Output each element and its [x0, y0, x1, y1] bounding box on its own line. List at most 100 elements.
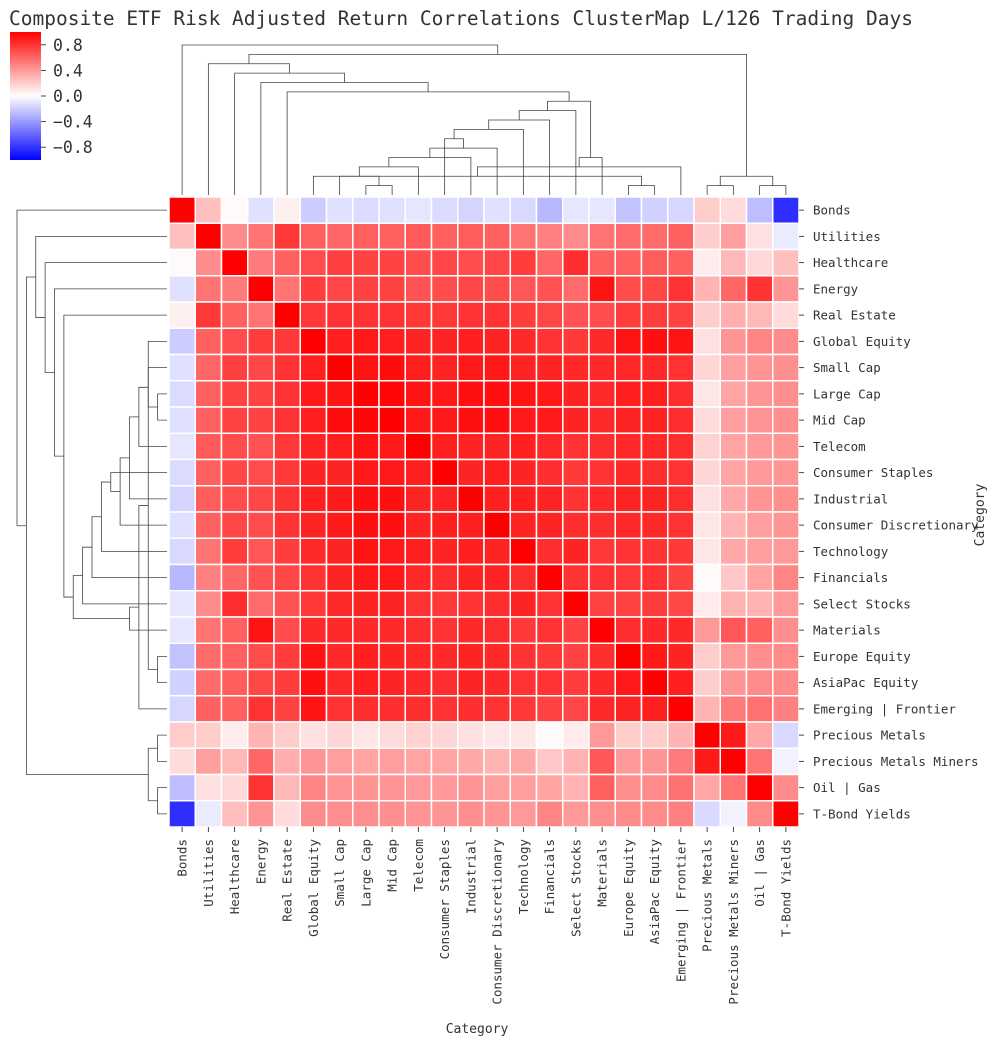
- heatmap-cell-utilities-technology: [509, 222, 538, 251]
- heatmap-cell-select-stocks-materials: [588, 590, 616, 618]
- heatmap-cell-utilities-consumer-staples: [430, 222, 459, 251]
- heatmap-cell-healthcare-healthcare: [220, 248, 249, 277]
- heatmap-cell-mid-cap-real-estate: [273, 406, 301, 434]
- row-label-real-estate: Real Estate: [813, 308, 896, 323]
- heatmap-cell-europe-equity-emerging-frontier: [667, 642, 695, 671]
- heatmap-cell-asiapac-equity-select-stocks: [562, 668, 590, 697]
- colorbar-tick-label: 0.0: [53, 87, 83, 106]
- heatmap-cell-healthcare-asiapac-equity: [640, 248, 669, 277]
- heatmap-cell-utilities-precious-metals-miners: [719, 222, 748, 251]
- heatmap-cell-energy-oil-gas: [745, 275, 774, 303]
- heatmap-cell-emerging-frontier-financials: [535, 695, 564, 723]
- heatmap-cell-energy-energy: [247, 275, 275, 303]
- column-label-oil-gas: Oil | Gas: [752, 839, 767, 907]
- heatmap-cell-large-cap-consumer-staples: [430, 380, 459, 408]
- dendrogram-link: [100, 481, 167, 552]
- heatmap-cell-consumer-discretionary-telecom: [404, 511, 433, 539]
- column-label-utilities: Utilities: [201, 839, 216, 907]
- chart-title: Composite ETF Risk Adjusted Return Corre…: [9, 7, 913, 30]
- heatmap-cell-global-equity-healthcare: [220, 327, 249, 356]
- heatmap-cell-telecom-large-cap: [352, 432, 380, 461]
- heatmap-cell-global-equity-europe-equity: [614, 327, 643, 356]
- heatmap-cell-healthcare-materials: [588, 248, 616, 277]
- heatmap-cell-t-bond-yields-telecom: [404, 800, 433, 828]
- heatmap-cell-precious-metals-miners-mid-cap: [378, 747, 406, 776]
- heatmap-cell-materials-europe-equity: [614, 616, 643, 644]
- heatmap-cell-real-estate-bonds: [168, 301, 196, 329]
- heatmap-cell-emerging-frontier-utilities: [194, 695, 223, 723]
- heatmap-cell-precious-metals-miners-telecom: [404, 747, 433, 776]
- heatmap-cell-energy-select-stocks: [562, 275, 590, 303]
- heatmap-cell-precious-metals-precious-metals: [693, 721, 721, 749]
- heatmap-cell-europe-equity-oil-gas: [745, 642, 774, 671]
- heatmap-cell-precious-metals-miners-precious-metals-miners: [719, 747, 748, 776]
- heatmap-cell-precious-metals-select-stocks: [562, 721, 590, 749]
- dendrogram-link: [429, 147, 498, 195]
- heatmap-cell-energy-small-cap: [325, 275, 354, 303]
- heatmap-cell-large-cap-materials: [588, 380, 616, 408]
- heatmap-cell-financials-large-cap: [352, 563, 380, 592]
- heatmap-cell-bonds-t-bond-yields: [772, 196, 800, 224]
- heatmap-cell-t-bond-yields-select-stocks: [562, 800, 590, 828]
- heatmap-cell-small-cap-materials: [588, 353, 616, 382]
- heatmap-cell-select-stocks-financials: [535, 590, 564, 618]
- heatmap-cell-consumer-discretionary-financials: [535, 511, 564, 539]
- heatmap-cell-materials-energy: [247, 616, 275, 644]
- heatmap-cell-energy-real-estate: [273, 275, 301, 303]
- heatmap-cell-global-equity-asiapac-equity: [640, 327, 669, 356]
- heatmap-cell-financials-materials: [588, 563, 616, 592]
- heatmap-cell-asiapac-equity-precious-metals-miners: [719, 668, 748, 697]
- heatmap-cell-telecom-precious-metals-miners: [719, 432, 748, 461]
- heatmap-cell-materials-small-cap: [325, 616, 354, 644]
- dendrogram-link: [234, 72, 345, 195]
- heatmap-cell-materials-consumer-discretionary: [483, 616, 511, 644]
- heatmap-cell-mid-cap-large-cap: [352, 406, 380, 434]
- heatmap-cell-small-cap-telecom: [404, 353, 433, 382]
- heatmap-cell-telecom-asiapac-equity: [640, 432, 669, 461]
- heatmap-cell-technology-materials: [588, 537, 616, 566]
- heatmap-cell-oil-gas-financials: [535, 773, 564, 802]
- heatmap-cell-bonds-select-stocks: [562, 196, 590, 224]
- heatmap-cell-precious-metals-miners-asiapac-equity: [640, 747, 669, 776]
- heatmap-cell-precious-metals-financials: [535, 721, 564, 749]
- heatmap-cell-technology-oil-gas: [745, 537, 774, 566]
- heatmap-cell-asiapac-equity-telecom: [404, 668, 433, 697]
- column-label-large-cap: Large Cap: [358, 839, 373, 907]
- heatmap-cell-telecom-real-estate: [273, 432, 301, 461]
- heatmap-cell-healthcare-small-cap: [325, 248, 354, 277]
- heatmap-cell-small-cap-real-estate: [273, 353, 301, 382]
- dendrogram-link: [63, 314, 167, 598]
- heatmap-cell-global-equity-mid-cap: [378, 327, 406, 356]
- heatmap-cell-technology-industrial: [457, 537, 485, 566]
- heatmap-cell-consumer-staples-utilities: [194, 458, 223, 487]
- heatmap-cell-industrial-consumer-staples: [430, 485, 459, 513]
- column-label-real-estate: Real Estate: [280, 839, 295, 922]
- heatmap-cell-real-estate-financials: [535, 301, 564, 329]
- heatmap-cell-precious-metals-miners-consumer-discretionary: [483, 747, 511, 776]
- heatmap-cell-mid-cap-mid-cap: [378, 406, 406, 434]
- heatmap-cell-consumer-staples-energy: [247, 458, 275, 487]
- heatmap-cell-telecom-bonds: [168, 432, 196, 461]
- heatmap-cell-t-bond-yields-oil-gas: [745, 800, 774, 828]
- heatmap-cell-global-equity-bonds: [168, 327, 196, 356]
- heatmap-cell-technology-healthcare: [220, 537, 249, 566]
- heatmap-cell-large-cap-select-stocks: [562, 380, 590, 408]
- heatmap-cell-healthcare-financials: [535, 248, 564, 277]
- heatmap-cell-materials-healthcare: [220, 616, 249, 644]
- heatmap-cell-select-stocks-europe-equity: [614, 590, 643, 618]
- heatmap-cell-consumer-staples-large-cap: [352, 458, 380, 487]
- heatmap-cell-consumer-discretionary-consumer-staples: [430, 511, 459, 539]
- row-label-materials: Materials: [813, 623, 881, 638]
- heatmap-cell-real-estate-technology: [509, 301, 538, 329]
- heatmap-cell-consumer-discretionary-emerging-frontier: [667, 511, 695, 539]
- heatmap-cell-real-estate-global-equity: [299, 301, 328, 329]
- heatmap-cell-energy-emerging-frontier: [667, 275, 695, 303]
- dendrogram-link: [157, 734, 167, 762]
- heatmap-cell-consumer-staples-precious-metals: [693, 458, 721, 487]
- heatmap-cell-t-bond-yields-technology: [509, 800, 538, 828]
- heatmap-cell-precious-metals-miners-select-stocks: [562, 747, 590, 776]
- heatmap-cell-europe-equity-t-bond-yields: [772, 642, 800, 671]
- heatmap-cell-precious-metals-asiapac-equity: [640, 721, 669, 749]
- heatmap-cell-telecom-consumer-staples: [430, 432, 459, 461]
- heatmap-cell-europe-equity-small-cap: [325, 642, 354, 671]
